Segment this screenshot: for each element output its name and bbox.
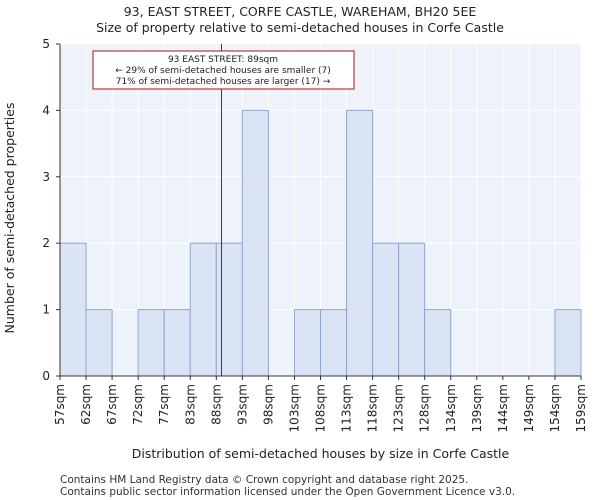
x-tick-label: 128sqm xyxy=(418,384,432,432)
x-tick-label: 149sqm xyxy=(522,384,536,432)
histogram-bar xyxy=(85,309,113,377)
x-tick-label: 103sqm xyxy=(287,384,301,432)
chart-subtitle: Size of property relative to semi-detach… xyxy=(96,20,504,35)
histogram-bar xyxy=(189,242,217,377)
histogram-bar xyxy=(59,242,87,377)
x-tick-label: 113sqm xyxy=(340,384,354,432)
annotation-box xyxy=(92,50,355,90)
x-tick-label: 123sqm xyxy=(392,384,406,432)
x-tick-label: 118sqm xyxy=(366,384,380,432)
x-tick-label: 108sqm xyxy=(314,384,328,432)
annotation-line-2: ← 29% of semi-detached houses are smalle… xyxy=(115,66,331,76)
x-tick-label: 134sqm xyxy=(444,384,458,432)
x-tick-label: 72sqm xyxy=(131,384,145,425)
x-tick-label: 77sqm xyxy=(157,384,171,425)
x-tick-label: 62sqm xyxy=(79,384,93,425)
y-tick-label: 5 xyxy=(42,37,50,51)
histogram-bar xyxy=(554,309,582,377)
x-tick-label: 98sqm xyxy=(261,384,275,425)
x-axis: 57sqm 62sqm 67sqm 72sqm 77sqm 83sqm 88sqm 93sqm… xyxy=(53,375,588,432)
y-tick-label: 0 xyxy=(42,369,50,383)
histogram-bar xyxy=(398,242,426,377)
y-tick-label: 2 xyxy=(42,236,50,250)
x-tick-label: 159sqm xyxy=(574,384,588,432)
x-tick-label: 93sqm xyxy=(235,384,249,425)
footer-line-2: Contains public sector information licen… xyxy=(60,486,516,498)
chart-title: 93, EAST STREET, CORFE CASTLE, WAREHAM, … xyxy=(123,4,477,19)
histogram-chart: 0 1 2 3 4 5 57sqm 62sqm 67sqm 72sqm 77sqm 83sqm 88s… xyxy=(2,37,588,461)
x-tick-label: 139sqm xyxy=(470,384,484,432)
histogram-bar xyxy=(137,309,165,377)
histogram-bar xyxy=(293,309,322,377)
footer-line-1: Contains HM Land Registry data © Crown c… xyxy=(60,474,469,486)
histogram-bar xyxy=(346,109,374,377)
x-tick-label: 88sqm xyxy=(209,384,223,425)
x-tick-label: 144sqm xyxy=(496,384,510,432)
y-tick-label: 1 xyxy=(42,303,50,317)
histogram-bar xyxy=(320,309,348,377)
annotation-line-3: 71% of semi-detached houses are larger (… xyxy=(116,77,331,87)
y-axis-label: Number of semi-detached properties xyxy=(2,103,17,334)
histogram-bar xyxy=(215,242,243,377)
annotation-line-1: 93 EAST STREET: 89sqm xyxy=(168,55,278,65)
x-axis-label: Distribution of semi-detached houses by … xyxy=(132,446,510,461)
histogram-bar xyxy=(241,109,269,377)
x-tick-label: 57sqm xyxy=(53,384,67,425)
bars xyxy=(59,109,582,377)
y-tick-label: 3 xyxy=(42,170,50,184)
x-tick-label: 67sqm xyxy=(105,384,119,425)
x-tick-label: 83sqm xyxy=(183,384,197,425)
histogram-bar xyxy=(163,309,191,377)
histogram-bar xyxy=(424,309,452,377)
y-tick-label: 4 xyxy=(42,103,50,117)
histogram-bar xyxy=(372,242,400,377)
y-axis: 0 1 2 3 4 5 xyxy=(42,37,61,383)
property-annotation: 93 EAST STREET: 89sqm ← 29% of semi-deta… xyxy=(92,50,355,90)
x-tick-label: 154sqm xyxy=(548,384,562,432)
